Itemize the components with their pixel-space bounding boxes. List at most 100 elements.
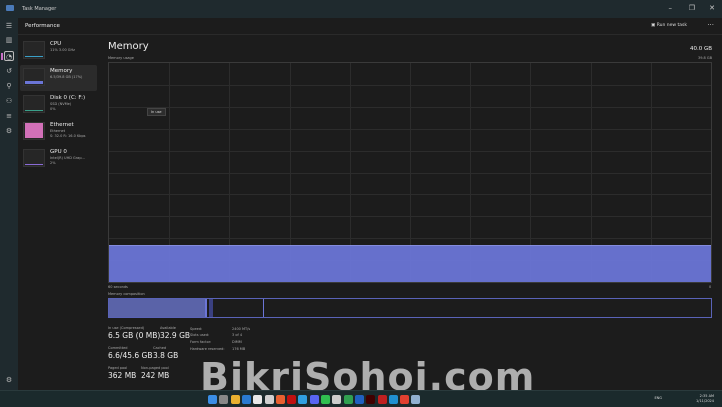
- device-item-ethernet[interactable]: Ethernet Ethernet S: 32.0 R: 16.0 Kbps: [20, 119, 97, 145]
- nav-sidebar: ☰ ▥ ◔ ↺ ⚲ ⚇ ≡ ⚙ ⚙: [0, 18, 18, 390]
- device-thumbnail: [23, 68, 45, 86]
- start-icon[interactable]: [208, 395, 217, 404]
- netflix-icon[interactable]: [287, 395, 297, 404]
- form-factor-value: DIMM: [232, 340, 242, 344]
- device-subtitle: Ethernet S: 32.0 R: 16.0 Kbps: [50, 129, 86, 138]
- file-explorer-icon[interactable]: [230, 395, 240, 404]
- whatsapp-icon[interactable]: [321, 395, 330, 404]
- illustrator-icon[interactable]: [366, 395, 376, 404]
- grid-line: [109, 128, 711, 130]
- slots-value: 3 of 4: [232, 333, 243, 337]
- memory-usage-fill: [109, 244, 711, 282]
- photos-icon[interactable]: [264, 395, 274, 404]
- taskbar: ENG 2:35 AM 1/11/2024: [0, 390, 722, 407]
- device-item-gpu[interactable]: GPU 0 Intel(R) UHD Grap... 2%: [20, 146, 97, 172]
- device-name: Disk 0 (C: F:): [50, 95, 86, 101]
- grid-line: [109, 194, 711, 196]
- hardware-reserved-label: Hardware reserved:: [190, 347, 225, 351]
- speed-label: Speed:: [190, 327, 203, 331]
- store-icon[interactable]: [253, 395, 263, 404]
- memory-usage-graph: [108, 62, 712, 283]
- stat-committed: Committed 6.6/45.6 GB: [108, 346, 153, 360]
- memory-title: Memory: [108, 41, 149, 52]
- telegram-icon[interactable]: [298, 395, 308, 404]
- edge-icon[interactable]: [388, 395, 398, 404]
- slots-label: Slots used:: [190, 333, 210, 337]
- app2-icon[interactable]: [332, 395, 342, 404]
- graph-tooltip: In use: [147, 108, 166, 116]
- performance-icon[interactable]: ◔: [4, 51, 14, 61]
- search-icon[interactable]: [219, 395, 229, 404]
- minimize-button[interactable]: –: [668, 4, 673, 12]
- services-icon[interactable]: ⚙: [5, 127, 13, 135]
- device-thumbnail: [23, 149, 45, 167]
- excel-icon[interactable]: [343, 395, 353, 404]
- composition-modified: [209, 299, 213, 317]
- tray-language[interactable]: ENG: [654, 396, 662, 400]
- settings-icon[interactable]: ⚙: [5, 376, 13, 384]
- details-icon[interactable]: ≡: [6, 112, 12, 120]
- device-name: Ethernet: [50, 122, 74, 128]
- device-subtitle: 11% 3.00 GHz: [50, 48, 75, 52]
- hamburger-icon[interactable]: ☰: [5, 22, 13, 30]
- device-list: CPU 11% 3.00 GHz Memory 6.5/39.8 GB (17%) Di…: [20, 38, 97, 173]
- device-item-memory[interactable]: Memory 6.5/39.8 GB (17%): [20, 65, 97, 91]
- date: 1/11/2024: [696, 399, 714, 403]
- run-new-task-label: Run new task: [656, 23, 687, 28]
- composition-label: Memory composition: [108, 292, 145, 296]
- task-manager-icon[interactable]: [411, 395, 421, 404]
- grid-line: [109, 84, 711, 86]
- grid-line: [109, 150, 711, 152]
- stat-paged-pool: Paged pool 362 MB: [108, 366, 137, 380]
- device-subtitle: 6.5/39.8 GB (17%): [50, 75, 83, 79]
- word-icon[interactable]: [354, 395, 364, 404]
- time-left-label: 60 seconds: [108, 285, 128, 289]
- window-title: Task Manager: [22, 6, 57, 12]
- acrobat-icon[interactable]: [377, 395, 387, 404]
- stat-nonpaged-pool: Non-paged pool 242 MB: [141, 366, 170, 380]
- run-new-task-button[interactable]: ▣ Run new task: [651, 23, 687, 28]
- device-item-cpu[interactable]: CPU 11% 3.00 GHz: [20, 38, 97, 64]
- memory-max: 39.8 GB: [697, 56, 712, 60]
- time: 2:35 AM: [699, 394, 714, 398]
- startup-icon[interactable]: ⚲: [6, 82, 12, 90]
- close-button[interactable]: ✕: [709, 4, 715, 12]
- chrome-icon[interactable]: [400, 395, 410, 404]
- time-right-label: 0: [709, 285, 712, 289]
- memory-total: 40.0 GB: [689, 46, 712, 52]
- title-bar: Task Manager – ❐ ✕: [0, 0, 722, 18]
- app-icon: [6, 5, 14, 11]
- device-name: Memory: [50, 68, 73, 74]
- memory-usage-label: Memory usage: [108, 56, 134, 60]
- memory-composition-bar: [108, 298, 712, 318]
- grid-line: [109, 106, 711, 108]
- app-history-icon[interactable]: ↺: [6, 67, 12, 75]
- device-thumbnail: [23, 95, 45, 113]
- processes-icon[interactable]: ▥: [5, 36, 13, 44]
- device-thumbnail: [23, 41, 45, 59]
- more-options-button[interactable]: ···: [707, 21, 714, 29]
- device-name: CPU: [50, 41, 62, 47]
- maximize-button[interactable]: ❐: [688, 4, 695, 12]
- composition-standby: [213, 299, 264, 317]
- composition-in-use: [109, 299, 207, 317]
- form-factor-label: Form factor:: [190, 340, 212, 344]
- page-header: Performance ▣ Run new task ···: [18, 18, 722, 35]
- stat-in-use: In use (Compressed) 6.5 GB (0 MB): [108, 326, 161, 340]
- stat-available: Available 32.9 GB: [160, 326, 191, 340]
- users-icon[interactable]: ⚇: [5, 97, 13, 105]
- device-name: GPU 0: [50, 149, 67, 155]
- speed-value: 2400 MT/s: [232, 327, 251, 331]
- discord-icon[interactable]: [309, 395, 319, 404]
- page-title: Performance: [25, 23, 60, 29]
- clock[interactable]: 2:35 AM 1/11/2024: [696, 394, 714, 404]
- grid-line: [109, 172, 711, 174]
- device-subtitle: Intel(R) UHD Grap... 2%: [50, 156, 85, 165]
- device-thumbnail: [23, 122, 45, 140]
- grid-line: [109, 238, 711, 240]
- app-icon[interactable]: [275, 395, 285, 404]
- device-subtitle: SSD (NVMe) 0%: [50, 102, 72, 111]
- hardware-reserved-value: 176 MB: [232, 347, 246, 351]
- device-item-disk[interactable]: Disk 0 (C: F:) SSD (NVMe) 0%: [20, 92, 97, 118]
- widgets-icon[interactable]: [241, 395, 251, 404]
